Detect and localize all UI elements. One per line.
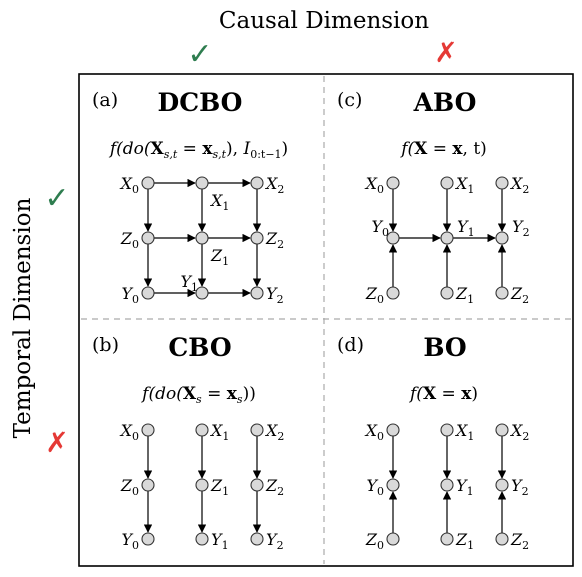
panel-d-node-x2 <box>495 423 509 437</box>
panel-a-title: DCBO <box>158 88 243 117</box>
panel-a-node-y2 <box>250 286 264 300</box>
panel-d-label-z0: Z0 <box>365 530 384 552</box>
panel-d-node-z0 <box>386 532 400 546</box>
panel-b-label-z2: Z2 <box>265 476 284 498</box>
panel-a-label-x2: X2 <box>264 174 284 196</box>
panel-d-title: BO <box>423 333 466 362</box>
panel-b-label-y0: Y0 <box>121 530 139 552</box>
panel-b-node-z2 <box>250 478 264 492</box>
panel-d-node-y1 <box>440 478 454 492</box>
temporal-dimension-label: Temporal Dimension <box>10 197 36 438</box>
panel-a-node-z1 <box>195 231 209 245</box>
panel-a-node-y1 <box>195 286 209 300</box>
causal-yes-mark: ✓ <box>187 37 212 72</box>
panel-d-label-y1: Y1 <box>456 476 474 498</box>
panel-a-label-z2: Z2 <box>265 229 284 251</box>
temporal-yes-mark: ✓ <box>44 181 69 216</box>
panel-c-label-x1: X1 <box>454 174 474 196</box>
panel-d-label-x1: X1 <box>454 421 474 443</box>
panel-d-node-y2 <box>495 478 509 492</box>
causal-no-mark: ✗ <box>434 36 457 69</box>
panel-c-node-z1 <box>440 286 454 300</box>
panel-b-label-x2: X2 <box>264 421 284 443</box>
panel-b-label-y2: Y2 <box>266 530 284 552</box>
panel-c-label-y0: Y0 <box>371 217 389 239</box>
panel-c-label-z2: Z2 <box>510 284 529 306</box>
panel-c-node-x1 <box>440 176 454 190</box>
panel-d-node-z2 <box>495 532 509 546</box>
panel-d-node-x1 <box>440 423 454 437</box>
panel-c-node-z2 <box>495 286 509 300</box>
panel-c-letter: (c) <box>337 89 362 111</box>
panel-a-label-y2: Y2 <box>266 284 284 306</box>
panel-c-node-x2 <box>495 176 509 190</box>
panel-a-formula: f(do(Xs,t = xs,t), I0:t−1) <box>108 139 288 161</box>
panel-c-label-y1: Y1 <box>457 217 475 239</box>
panel-a-label-z1: Z1 <box>210 246 229 268</box>
panel-b-node-y1 <box>195 532 209 546</box>
panel-d-label-x0: X0 <box>364 421 384 443</box>
panel-b-node-y0 <box>141 532 155 546</box>
panel-b-node-z1 <box>195 478 209 492</box>
panel-b-node-y2 <box>250 532 264 546</box>
panel-d-label-y2: Y2 <box>511 476 529 498</box>
panel-c-node-x0 <box>386 176 400 190</box>
panel-a-label-x1: X1 <box>209 191 229 213</box>
panel-d-node-x0 <box>386 423 400 437</box>
panel-a-node-x1 <box>195 176 209 190</box>
panel-d-formula: f(X = x) <box>408 384 478 404</box>
outer-frame <box>78 73 574 567</box>
panel-c-label-z0: Z0 <box>365 284 384 306</box>
panel-b-label-z0: Z0 <box>120 476 139 498</box>
panel-a-label-z0: Z0 <box>120 229 139 251</box>
panel-a-node-x2 <box>250 176 264 190</box>
panel-c-label-x0: X0 <box>364 174 384 196</box>
panel-b-title: CBO <box>168 333 231 362</box>
panel-c-node-y2 <box>495 231 509 245</box>
panel-a-node-x0 <box>141 176 155 190</box>
panel-d-label-y0: Y0 <box>366 476 384 498</box>
panel-b-node-z0 <box>141 478 155 492</box>
panel-c-node-y1 <box>440 231 454 245</box>
panel-c-title: ABO <box>413 88 477 117</box>
panel-c-label-y2: Y2 <box>512 217 530 239</box>
panel-a-node-z2 <box>250 231 264 245</box>
panel-d-letter: (d) <box>337 334 364 356</box>
panel-d-node-z1 <box>440 532 454 546</box>
panel-d-node-y0 <box>386 478 400 492</box>
panel-a-label-y0: Y0 <box>121 284 139 306</box>
panel-a-label-x0: X0 <box>119 174 139 196</box>
panel-b-node-x1 <box>195 423 209 437</box>
panel-b-label-x0: X0 <box>119 421 139 443</box>
panel-d-label-z1: Z1 <box>455 530 474 552</box>
panel-c-node-z0 <box>386 286 400 300</box>
panel-b-formula: f(do(Xs = xs)) <box>140 384 256 406</box>
panel-a-node-y0 <box>141 286 155 300</box>
panel-b-label-x1: X1 <box>209 421 229 443</box>
panel-b-letter: (b) <box>92 334 119 356</box>
panel-b-node-x0 <box>141 423 155 437</box>
panels-layer: (a) DCBO f(do(Xs,t = xs,t), I0:t−1) X0 Z0 Y0 X… <box>92 88 530 552</box>
panel-c-node-y0 <box>386 231 400 245</box>
panel-a-letter: (a) <box>92 89 118 111</box>
causal-dimension-label: Causal Dimension <box>219 8 429 34</box>
panel-a-node-z0 <box>141 231 155 245</box>
panel-c-label-z1: Z1 <box>455 284 474 306</box>
temporal-no-mark: ✗ <box>45 426 68 459</box>
panel-a-label-y1: Y1 <box>180 272 198 294</box>
panel-c-formula: f(X = x, t) <box>399 139 487 159</box>
panel-b-label-y1: Y1 <box>211 530 229 552</box>
panel-d-label-z2: Z2 <box>510 530 529 552</box>
panel-c-label-x2: X2 <box>509 174 529 196</box>
panel-b-node-x2 <box>250 423 264 437</box>
panel-d-label-x2: X2 <box>509 421 529 443</box>
panel-b-label-z1: Z1 <box>210 476 229 498</box>
